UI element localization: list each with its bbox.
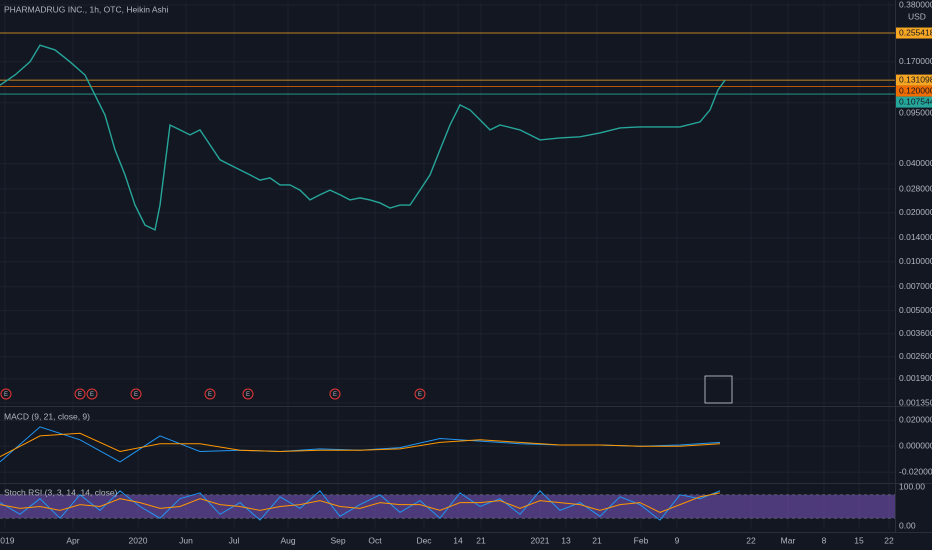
series-line [0,44,726,231]
earnings-text: E [134,392,138,398]
earnings-marker: E [86,388,98,400]
x-tick-label: 2019 [0,535,15,545]
currency: USD [908,11,926,21]
y-tick-label: 0.380000 [899,0,932,9]
y-tick-label: 0.001900 [899,373,932,383]
x-tick-label: Feb [634,535,649,545]
earnings-text: E [208,392,212,398]
y-tick-label: 0.001350 [899,397,932,407]
earnings-marker: E [74,388,86,400]
y-tick-label: 0.002600 [899,351,932,361]
y-tick-label: 0.000000 [899,441,932,451]
series-line [0,490,721,521]
price-badge [896,85,932,97]
y-tick-label: 0.095000 [899,107,932,117]
y-tick-label: 0.014000 [899,232,932,242]
y-tick-label: -0.020000 [899,466,932,476]
earnings-text: E [78,392,82,398]
x-tick-label: Mar [781,535,796,545]
x-tick-label: Jun [179,535,193,545]
earnings-text: E [4,392,8,398]
pane-title: Stoch RSI (3, 3, 14, 14, close) [4,487,118,497]
y-tick-label: 0.170000 [899,56,932,66]
x-tick-label: Apr [66,535,79,545]
price-badge [896,96,932,108]
y-tick-label: 0.020000 [899,415,932,425]
x-tick-label: 22 [884,535,894,545]
y-tick-label: 100.00 [899,481,925,491]
x-tick-label: 21 [476,535,486,545]
chart-title: PHARMADRUG INC., 1h, OTC, Heikin Ashi [4,4,168,14]
x-tick-label: Aug [280,535,295,545]
x-tick-label: Oct [368,535,382,545]
y-tick-label: 0.040000 [899,158,932,168]
series-line [0,432,721,458]
band [0,494,895,519]
x-tick-label: Dec [416,535,432,545]
x-tick-label: 2020 [129,535,148,545]
y-tick-label: 0.010000 [899,256,932,266]
price-badge [896,74,932,86]
earnings-text: E [418,392,422,398]
earnings-marker: E [329,388,341,400]
price-badge-label: 0.131098 [899,74,932,84]
price-badge-label: 0.107544 [899,96,932,106]
price-badge-label: 0.120000 [899,85,932,95]
x-tick-label: 2021 [531,535,550,545]
pane: 100.00 0.00 [0,481,925,530]
x-tick-label: 15 [854,535,864,545]
x-tick-label: Jul [229,535,240,545]
x-tick-label: 14 [453,535,463,545]
highlight-box [704,375,733,404]
earnings-text: E [90,392,94,398]
earnings-marker: E [414,388,426,400]
earnings-marker: E [204,388,216,400]
x-tick-label: 13 [561,535,571,545]
pane: 0.020000 0.000000 -0.020000 [0,415,932,476]
series-line [0,492,721,513]
y-tick-label: 0.020000 [899,207,932,217]
earnings-marker: E [242,388,254,400]
earnings-text: E [246,392,250,398]
x-tick-label: 8 [822,535,827,545]
earnings-marker: E [0,388,12,400]
y-tick-label: 0.028000 [899,183,932,193]
pane-title: MACD (9, 21, close, 9) [4,411,90,421]
price-badge [896,27,932,39]
y-tick-label: 0.005000 [899,305,932,315]
x-tick-label: Sep [330,535,345,545]
y-tick-label: 0.003600 [899,328,932,338]
x-tick-label: 9 [675,535,680,545]
pane: 0.380000 0.255418 0.170000 0.1310980.120000… [0,0,932,529]
earnings-text: E [333,392,337,398]
y-tick-label: 0.00 [899,520,916,530]
y-tick-label: 0.007000 [899,281,932,291]
earnings-markers: E E E E E E E E [0,388,426,400]
earnings-marker: E [130,388,142,400]
x-tick-label: 21 [592,535,602,545]
price-badge-label: 0.255418 [899,27,932,37]
x-tick-label: 22 [746,535,756,545]
